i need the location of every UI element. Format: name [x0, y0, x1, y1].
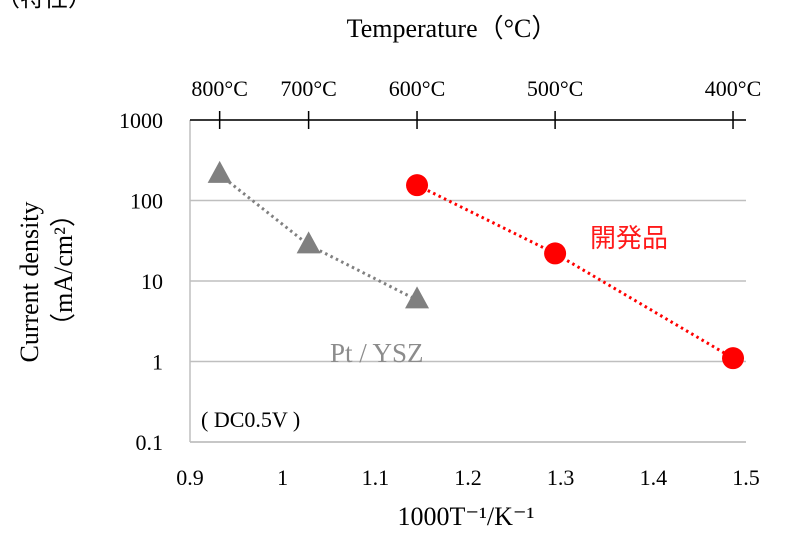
top-axis-tick-label: 600°C [389, 76, 445, 101]
series-line-1 [416, 183, 734, 360]
grid-lines [190, 119, 746, 443]
axes [189, 119, 746, 443]
y-tick-label: 1000 [119, 108, 163, 133]
condition-annotation: ( DC0.5V ) [201, 407, 300, 432]
y-axis-title-line1: Current density [15, 201, 44, 362]
data-point-pt-ysz-1 [296, 231, 321, 254]
data-point-developed-0 [406, 174, 429, 197]
data-point-pt-ysz-0 [207, 160, 232, 183]
series-label-developed-product: 開発品 [590, 224, 668, 254]
top-axis-tick-label: 700°C [280, 76, 336, 101]
x-axis-title: 1000T⁻¹/K⁻¹ [398, 502, 535, 531]
y-tick-labels: 0.1 1 10 100 1000 [119, 108, 163, 455]
top-axis-tick-label: 800°C [191, 76, 247, 101]
series [207, 160, 745, 370]
top-axis-tick-label: 400°C [705, 76, 761, 101]
x-tick-label: 1.4 [640, 465, 668, 490]
x-tick-label: 1.2 [454, 465, 482, 490]
x-tick-label: 0.9 [176, 465, 204, 490]
y-tick-label: 10 [141, 269, 163, 294]
y-tick-label: 0.1 [136, 430, 164, 455]
top-axis-tick-label: 500°C [527, 76, 583, 101]
x-tick-label: 1 [277, 465, 288, 490]
data-point-developed-2 [722, 347, 745, 370]
y-tick-label: 1 [152, 350, 163, 375]
page-fragment-text: （特性） [0, 0, 92, 12]
series-label-pt-ysz: Pt / YSZ [330, 338, 424, 368]
x-tick-labels: 0.9 1 1.1 1.2 1.3 1.4 1.5 [176, 465, 760, 490]
series-line-0 [218, 173, 418, 302]
top-axis-title: Temperature（°C） [347, 14, 558, 43]
x-tick-label: 1.3 [547, 465, 575, 490]
x-tick-label: 1.5 [732, 465, 760, 490]
data-point-pt-ysz-2 [405, 286, 430, 309]
y-tick-label: 100 [130, 189, 163, 214]
y-axis-title-line2: （mA/cm²） [49, 201, 78, 339]
top-axis-ticks: 800°C 700°C 600°C 500°C 400°C [191, 76, 761, 129]
x-tick-label: 1.1 [362, 465, 390, 490]
data-point-developed-1 [544, 242, 567, 265]
